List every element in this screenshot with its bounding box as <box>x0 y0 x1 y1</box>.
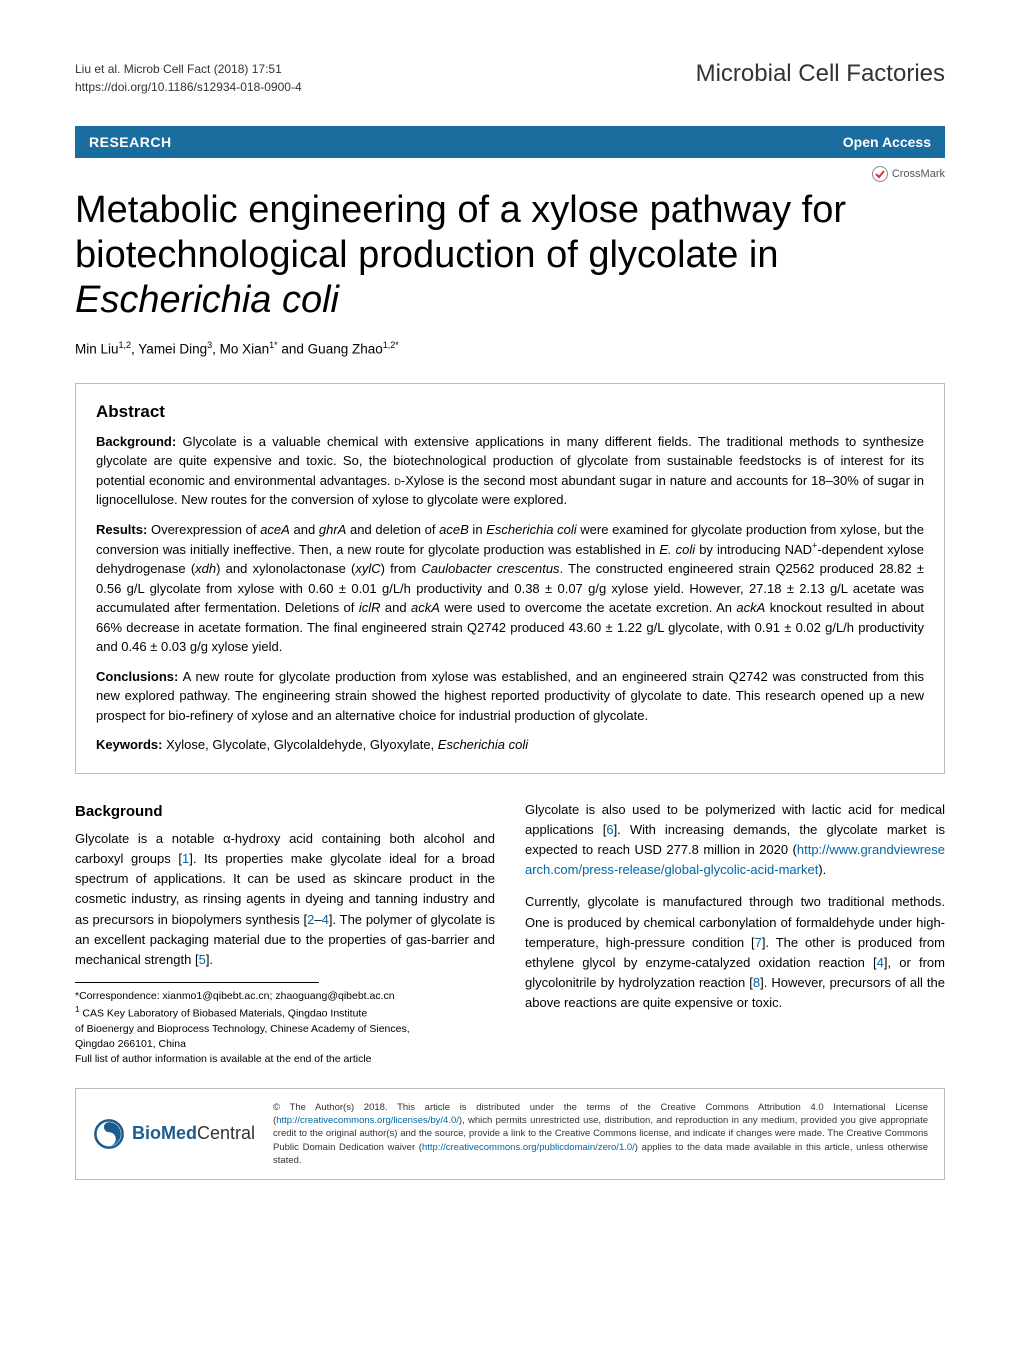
crossmark-label: CrossMark <box>892 168 945 180</box>
column-right: Glycolate is also used to be polymerized… <box>525 800 945 1068</box>
body-columns: Background Glycolate is a notable α-hydr… <box>75 800 945 1068</box>
body-right-paragraph-2: Currently, glycolate is manufactured thr… <box>525 892 945 1013</box>
correspondence-block: *Correspondence: xianmo1@qibebt.ac.cn; z… <box>75 989 495 1068</box>
biomed-central-logo: BioMedCentral <box>92 1117 255 1151</box>
abstract-conclusions: Conclusions: A new route for glycolate p… <box>96 667 924 726</box>
abstract-box: Abstract Background: Glycolate is a valu… <box>75 383 945 774</box>
bmc-logo-text-1: BioMed <box>132 1123 197 1143</box>
bmc-swirl-icon <box>92 1117 126 1151</box>
license-footer: BioMedCentral © The Author(s) 2018. This… <box>75 1088 945 1180</box>
bmc-logo-text-2: Central <box>197 1123 255 1143</box>
footnote-divider <box>75 982 319 983</box>
open-access-label: Open Access <box>843 134 931 150</box>
journal-name: Microbial Cell Factories <box>696 60 945 88</box>
header-left: Liu et al. Microb Cell Fact (2018) 17:51… <box>75 60 302 96</box>
running-title: Liu et al. Microb Cell Fact (2018) 17:51 <box>75 60 302 78</box>
running-header: Liu et al. Microb Cell Fact (2018) 17:51… <box>75 60 945 96</box>
background-heading: Background <box>75 800 495 823</box>
background-paragraph-1: Glycolate is a notable α-hydroxy acid co… <box>75 829 495 970</box>
correspondence-line: *Correspondence: xianmo1@qibebt.ac.cn; z… <box>75 989 495 1004</box>
author-info-note: Full list of author information is avail… <box>75 1052 495 1067</box>
article-title: Metabolic engineering of a xylose pathwa… <box>75 188 945 322</box>
crossmark-icon <box>872 166 888 182</box>
abstract-results: Results: Overexpression of aceA and ghrA… <box>96 520 924 657</box>
doi-line: https://doi.org/10.1186/s12934-018-0900-… <box>75 78 302 96</box>
article-type-label: RESEARCH <box>89 134 172 150</box>
crossmark-badge[interactable]: CrossMark <box>75 166 945 182</box>
page-container: Liu et al. Microb Cell Fact (2018) 17:51… <box>0 0 1020 1220</box>
affiliation-line-1: 1 CAS Key Laboratory of Biobased Materia… <box>75 1004 495 1022</box>
abstract-heading: Abstract <box>96 402 924 422</box>
abstract-background: Background: Glycolate is a valuable chem… <box>96 432 924 510</box>
body-right-paragraph-1: Glycolate is also used to be polymerized… <box>525 800 945 881</box>
license-text: © The Author(s) 2018. This article is di… <box>273 1101 928 1167</box>
affiliation-line-3: Qingdao 266101, China <box>75 1037 495 1052</box>
column-left: Background Glycolate is a notable α-hydr… <box>75 800 495 1068</box>
article-type-banner: RESEARCH Open Access <box>75 126 945 158</box>
affiliation-line-2: of Bioenergy and Bioprocess Technology, … <box>75 1022 495 1037</box>
abstract-keywords: Keywords: Xylose, Glycolate, Glycolaldeh… <box>96 735 924 755</box>
author-list: Min Liu1,2, Yamei Ding3, Mo Xian1* and G… <box>75 340 945 357</box>
